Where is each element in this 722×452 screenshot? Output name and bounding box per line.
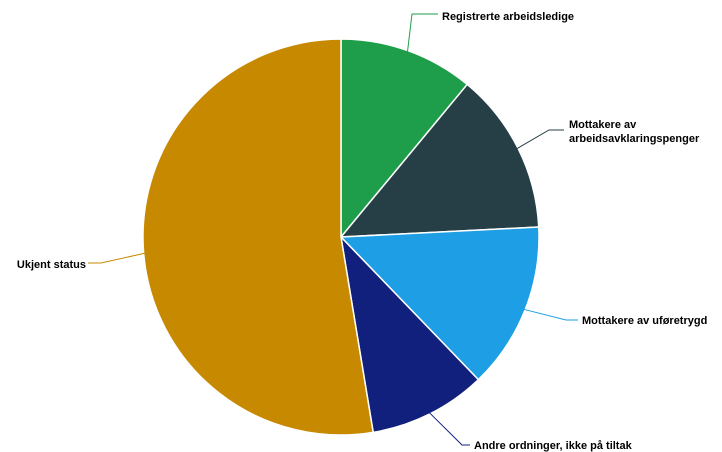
slice-ukjent-status[interactable] bbox=[142, 38, 374, 436]
label-registrerte-arbeidsledige: Registrerte arbeidsledige bbox=[442, 11, 574, 23]
leader-line-mottakere-av-arbeidsavklaringspenger bbox=[515, 129, 564, 150]
pie-slices bbox=[142, 38, 540, 436]
slice-andre-ordninger-ikke-pa-tiltak[interactable] bbox=[340, 236, 480, 434]
label-mottakere-av-uforetrygd: Mottakere av uføretrygd bbox=[582, 315, 707, 327]
leader-line-mottakere-av-uforetrygd bbox=[523, 308, 578, 321]
label-andre-ordninger-ikke-pa-tiltak: Andre ordninger, ikke på tiltak bbox=[474, 440, 633, 452]
leader-line-andre-ordninger-ikke-pa-tiltak bbox=[428, 411, 470, 446]
leader-lines bbox=[88, 13, 578, 446]
label-mottakere-av-arbeidsavklaringspenger: Mottakere av arbeidsavklaringspenger bbox=[569, 119, 700, 145]
leader-line-ukjent-status bbox=[88, 252, 146, 264]
slice-labels: Registrerte arbeidsledige Mottakere av arb… bbox=[17, 11, 707, 452]
leader-line-registrerte-arbeidsledige bbox=[406, 13, 438, 53]
label-ukjent-status: Ukjent status bbox=[17, 259, 86, 271]
